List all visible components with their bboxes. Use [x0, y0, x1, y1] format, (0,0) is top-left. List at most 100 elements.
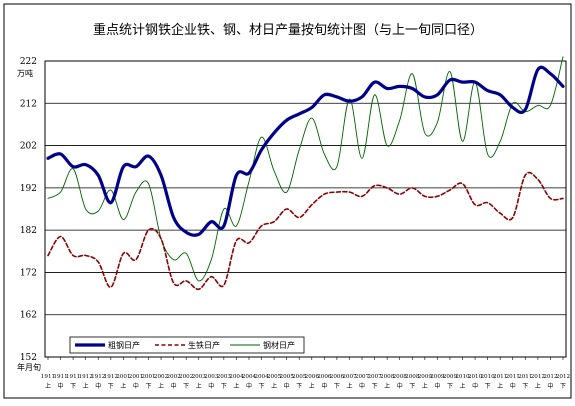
- x-tick-dekad: 中: [397, 382, 403, 390]
- x-tick-period: 2011: [518, 374, 532, 380]
- x-tick-period: 2001: [116, 374, 130, 380]
- y-tick-label: 182: [20, 226, 37, 236]
- x-tick-period: 2012: [531, 374, 546, 380]
- x-tick-period: 2005: [280, 374, 295, 380]
- x-tick-dekad: 下: [221, 383, 227, 390]
- x-tick-period: 2003: [192, 374, 207, 380]
- y-tick-label: 162: [20, 311, 37, 321]
- x-tick-period: 2012: [543, 374, 558, 380]
- x-tick-period: 2001: [141, 374, 155, 380]
- x-tick-period: 1911: [41, 374, 55, 380]
- x-tick-period: 2009: [418, 374, 433, 380]
- x-tick-period: 2006: [317, 374, 332, 380]
- x-tick-period: 2002: [179, 374, 194, 380]
- x-tick-dekad: 中: [547, 382, 553, 390]
- chart-title: 重点统计钢铁企业铁、钢、材日产量按旬统计图（与上一旬同口径）: [93, 22, 483, 38]
- x-tick-dekad: 下: [372, 383, 378, 390]
- x-tick-dekad: 下: [70, 383, 76, 390]
- x-tick-dekad: 中: [133, 382, 139, 390]
- x-tick-period: 2007: [355, 374, 370, 380]
- x-tick-period: 2003: [204, 374, 219, 380]
- y-tick-label: 152: [20, 353, 37, 363]
- x-tick-dekad: 下: [259, 383, 265, 390]
- legend-box: [69, 336, 305, 354]
- legend: 粗钢日产 生铁日产 钢材日产: [69, 336, 305, 354]
- x-tick-period: 2011: [493, 374, 507, 380]
- x-tick-dekad: 上: [271, 382, 277, 390]
- x-tick-period: 2006: [330, 374, 345, 380]
- x-tick-dekad: 上: [233, 382, 239, 390]
- x-tick-period: 2005: [267, 374, 282, 380]
- x-tick-period: 1912: [79, 374, 94, 380]
- y-tick-label: 192: [20, 184, 37, 194]
- x-tick-labels: 1911上1911中1911下1912上1912中1912下2001上2001中…: [41, 357, 571, 390]
- x-tick-dekad: 下: [560, 383, 566, 390]
- x-tick-period: 2006: [305, 374, 320, 380]
- x-tick-dekad: 中: [434, 382, 440, 390]
- x-tick-period: 1912: [104, 374, 119, 380]
- x-tick-dekad: 上: [309, 382, 315, 390]
- series-line-粗钢日产: [46, 65, 565, 237]
- x-tick-dekad: 上: [497, 382, 503, 390]
- x-tick-dekad: 中: [58, 382, 64, 390]
- x-tick-dekad: 中: [171, 382, 177, 390]
- x-tick-dekad: 下: [183, 383, 189, 390]
- legend-label: 生铁日产: [188, 340, 220, 350]
- y-tick-label: 222: [20, 57, 37, 67]
- x-tick-dekad: 下: [409, 383, 415, 390]
- x-tick-period: 2001: [129, 374, 143, 380]
- x-tick-dekad: 上: [460, 382, 466, 390]
- x-tick-dekad: 下: [447, 383, 453, 390]
- x-tick-dekad: 上: [158, 382, 164, 390]
- x-tick-period: 2008: [380, 374, 395, 380]
- x-tick-dekad: 下: [334, 383, 340, 390]
- x-tick-dekad: 上: [83, 382, 89, 390]
- x-tick-period: 2002: [154, 374, 169, 380]
- x-tick-period: 1911: [66, 374, 80, 380]
- x-tick-dekad: 中: [472, 382, 478, 390]
- x-tick-dekad: 上: [45, 382, 51, 390]
- series-lines: [46, 56, 565, 291]
- x-tick-dekad: 中: [321, 382, 327, 390]
- x-tick-period: 1912: [91, 374, 106, 380]
- y-tick-label: 202: [20, 142, 37, 152]
- x-tick-period: 2010: [455, 374, 470, 380]
- x-tick-dekad: 中: [208, 382, 214, 390]
- x-tick-dekad: 上: [346, 382, 352, 390]
- x-tick-dekad: 中: [284, 382, 290, 390]
- x-tick-dekad: 中: [510, 382, 516, 390]
- legend-label: 粗钢日产: [108, 340, 140, 350]
- x-tick-dekad: 下: [145, 383, 151, 390]
- y-axis-label: 万吨: [17, 68, 33, 78]
- legend-label: 钢材日产: [263, 340, 295, 350]
- x-tick-period: 2004: [254, 374, 269, 380]
- x-tick-period: 2009: [430, 374, 445, 380]
- x-tick-period: 2010: [481, 374, 496, 380]
- y-tick-label: 212: [20, 99, 37, 109]
- plot-area: [44, 60, 567, 358]
- x-tick-dekad: 中: [359, 382, 365, 390]
- x-tick-period: 2008: [393, 374, 408, 380]
- x-tick-period: 2007: [342, 374, 357, 380]
- x-tick-period: 2002: [166, 374, 181, 380]
- x-tick-dekad: 下: [296, 383, 302, 390]
- x-tick-period: 2010: [468, 374, 483, 380]
- x-tick-dekad: 下: [485, 383, 491, 390]
- x-tick-period: 2008: [405, 374, 420, 380]
- x-tick-dekad: 上: [120, 382, 126, 390]
- x-tick-period: 2012: [556, 374, 571, 380]
- x-tick-period: 2004: [242, 374, 257, 380]
- x-tick-period: 2009: [443, 374, 458, 380]
- x-tick-period: 2003: [217, 374, 232, 380]
- x-tick-period: 1911: [53, 374, 67, 380]
- x-tick-period: 2007: [367, 374, 382, 380]
- x-axis-label: 年月旬: [17, 362, 41, 372]
- outer-border: [3, 3, 572, 399]
- x-tick-dekad: 上: [422, 382, 428, 390]
- x-tick-dekad: 上: [535, 382, 541, 390]
- x-tick-dekad: 上: [384, 382, 390, 390]
- x-tick-period: 2011: [506, 374, 520, 380]
- series-line-生铁日产: [47, 171, 564, 291]
